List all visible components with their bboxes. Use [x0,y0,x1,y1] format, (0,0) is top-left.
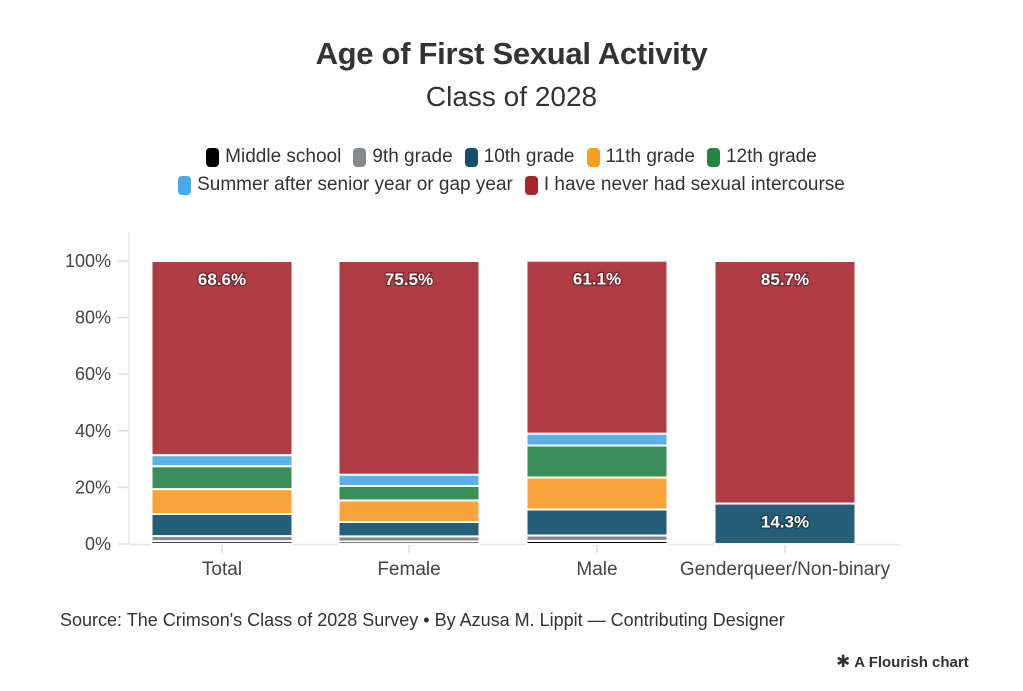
data-label: 75.5% [385,270,433,289]
legend-label: Summer after senior year or gap year [197,174,513,195]
bars [150,259,857,546]
legend-label: I have never had sexual intercourse [543,174,845,195]
x-tick-label: Total [202,559,242,580]
legend-item[interactable]: 12th grade [706,143,817,171]
bar-segment[interactable] [150,535,294,543]
bar-segment[interactable] [337,260,481,476]
x-axis-ticks: Total Female Male Genderqueer/Non-binary [202,545,891,580]
legend-label: Middle school [225,146,342,167]
legend-swatch [464,147,478,167]
y-tick-label: 80% [75,308,111,328]
x-tick-label: Genderqueer/Non-binary [680,559,891,580]
bar-segment[interactable] [150,540,294,545]
chart-subtitle: Class of 2028 [425,81,598,112]
bar-segment[interactable] [525,444,669,479]
bar-segment[interactable] [337,499,481,523]
legend-swatch [353,147,367,167]
bar-segment[interactable] [525,476,669,511]
y-tick-label: 20% [75,477,111,497]
bar-segment[interactable] [337,520,481,538]
y-tick-label: 0% [85,534,111,554]
bar-segment[interactable] [337,484,481,502]
data-label: 85.7% [761,270,809,289]
source-note: Source: The Crimson's Class of 2028 Surv… [60,610,785,630]
data-label: 61.1% [573,270,621,289]
y-tick-label: 60% [75,364,111,384]
legend-item[interactable]: 9th grade [353,143,453,171]
bar-segment[interactable] [713,260,857,505]
legend-row-1: Middle school 9th grade 10th grade 11th … [0,143,1023,171]
bar-segment[interactable] [150,260,294,457]
legend-item[interactable]: 10th grade [464,143,575,171]
y-tick-label: 40% [75,421,111,441]
bar-segment[interactable] [150,454,294,468]
bar-segment[interactable] [525,432,669,447]
legend-label: 9th grade [372,146,453,167]
x-tick-label: Female [377,559,440,580]
bar-segment[interactable] [525,508,669,537]
bar-segment[interactable] [150,465,294,491]
data-labels: 68.6% 75.5% 61.1% 85.7% 14.3% [197,268,811,532]
data-label: 14.3% [761,513,809,532]
bar-segment[interactable] [150,513,294,538]
legend-item[interactable]: 11th grade [586,143,695,171]
bar-segment[interactable] [713,502,857,546]
flourish-credit[interactable]: ✱ A Flourish chart [836,652,969,672]
flourish-credit-label: A Flourish chart [854,653,969,671]
legend-item[interactable]: Summer after senior year or gap year [178,171,513,199]
legend-swatch [586,147,600,167]
bar-segment[interactable] [150,488,294,516]
data-label: 68.6% [198,270,246,289]
legend-item[interactable]: I have never had sexual intercourse [524,171,845,199]
legend-swatch [524,175,538,195]
y-axis-ticks: 0% 20% 40% 60% 80% 100% [65,251,128,554]
legend-label: 12th grade [725,146,817,167]
bar-segment[interactable] [337,540,481,546]
bar-segment[interactable] [525,259,669,435]
x-tick-label: Male [576,559,617,580]
bar-segment[interactable] [337,535,481,543]
flourish-asterisk-icon: ✱ [836,652,851,671]
legend-swatch [206,147,220,167]
bar-segment[interactable] [525,534,669,542]
legend-swatch [178,175,192,195]
legend-label: 11th grade [605,146,695,167]
legend-row-2: Summer after senior year or gap year I h… [0,171,1023,199]
chart-title: Age of First Sexual Activity [315,36,708,71]
bar-segment[interactable] [337,473,481,487]
legend-swatch [706,147,720,167]
legend-label: 10th grade [483,146,575,167]
bar-segment[interactable] [525,539,669,546]
legend: Middle school 9th grade 10th grade 11th … [0,143,1023,199]
y-tick-label: 100% [65,251,111,271]
legend-item[interactable]: Middle school [206,143,341,171]
